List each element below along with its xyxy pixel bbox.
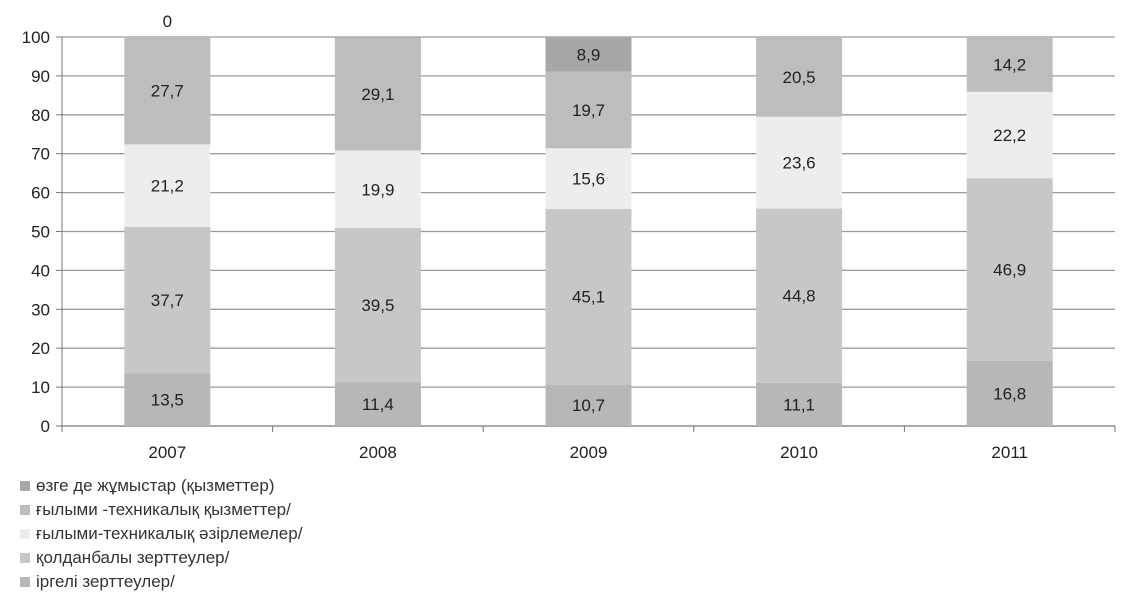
bar-segment xyxy=(124,373,211,426)
x-tick-label: 2007 xyxy=(148,443,186,462)
legend-swatch xyxy=(20,553,30,563)
legend-item: іргелі зерттеулер/ xyxy=(20,570,302,594)
legend-swatch xyxy=(20,577,30,587)
bar-segment xyxy=(756,208,843,383)
y-tick-label: 50 xyxy=(31,223,50,242)
bar-segment xyxy=(334,150,421,228)
legend-item: өзге де жұмыстар (қызметтер) xyxy=(20,474,302,498)
legend-label: іргелі зерттеулер/ xyxy=(36,572,175,591)
data-label: 15,6 xyxy=(572,170,605,189)
data-label: 0 xyxy=(163,12,172,31)
data-label: 13,5 xyxy=(151,391,184,410)
bar-segment xyxy=(124,226,211,374)
x-tick-label: 2010 xyxy=(780,443,818,462)
bars xyxy=(124,37,1053,426)
data-label: 39,5 xyxy=(361,296,394,315)
legend-label: ғылыми -техникалық қызметтер/ xyxy=(36,500,291,519)
bar-segment xyxy=(545,148,632,209)
legend-label: өзге де жұмыстар (қызметтер) xyxy=(36,476,275,495)
x-tick-label: 2011 xyxy=(991,443,1028,462)
data-label: 14,2 xyxy=(993,55,1026,74)
y-tick-label: 40 xyxy=(31,261,50,280)
legend-label: қолданбалы зерттеулер/ xyxy=(36,548,230,567)
data-label: 19,7 xyxy=(572,101,605,120)
data-label: 27,7 xyxy=(151,82,184,101)
y-tick-label: 60 xyxy=(31,184,50,203)
legend-item: ғылыми -техникалық қызметтер/ xyxy=(20,498,302,522)
y-tick-label: 30 xyxy=(31,300,50,319)
y-tick-label: 90 xyxy=(31,67,50,86)
data-label: 23,6 xyxy=(783,154,816,173)
data-label: 20,5 xyxy=(783,68,816,87)
y-tick-label: 70 xyxy=(31,145,50,164)
bar-segment xyxy=(966,178,1053,361)
x-tick-label: 2008 xyxy=(359,443,397,462)
bar-segment xyxy=(545,208,632,385)
bar-segment xyxy=(334,37,421,151)
bar-segment xyxy=(334,227,421,382)
stacked-bar-chart: 13,5 37,7 21,2 27,7 0 11,4 39,5 19,9 29,1 10,7 45,… xyxy=(22,12,1116,462)
data-label: 46,9 xyxy=(993,260,1026,279)
data-labels: 13,5 37,7 21,2 27,7 0 11,4 39,5 19,9 29,1 10,7 45,… xyxy=(151,12,1026,415)
bar-segment xyxy=(756,116,843,209)
data-label: 44,8 xyxy=(783,287,816,306)
data-label: 8,9 xyxy=(577,45,601,64)
data-label: 37,7 xyxy=(151,291,184,310)
legend-swatch xyxy=(20,529,30,539)
bar-segment xyxy=(545,71,632,149)
data-label: 10,7 xyxy=(572,396,605,415)
x-tick-label: 2009 xyxy=(570,443,608,462)
bar-segment xyxy=(966,37,1053,92)
y-tick-label: 100 xyxy=(22,28,50,47)
bar-segment xyxy=(334,381,421,426)
y-tick-label: 80 xyxy=(31,106,50,125)
legend-swatch xyxy=(20,481,30,491)
data-label: 21,2 xyxy=(151,177,184,196)
bar-segment xyxy=(756,382,843,426)
bar-segment xyxy=(124,37,211,145)
data-label: 22,2 xyxy=(993,126,1026,145)
x-axis: 2007 2008 2009 2010 2011 xyxy=(61,426,1116,462)
bar-segment xyxy=(545,384,632,426)
bar-segment xyxy=(966,360,1053,426)
legend-item: қолданбалы зерттеулер/ xyxy=(20,546,302,570)
data-label: 16,8 xyxy=(993,384,1026,403)
legend-swatch xyxy=(20,505,30,515)
legend: өзге де жұмыстар (қызметтер) ғылыми -техн… xyxy=(20,474,302,594)
data-label: 45,1 xyxy=(572,288,605,307)
y-axis: 0 10 20 30 40 50 60 70 80 90 100 xyxy=(22,28,63,436)
y-tick-label: 0 xyxy=(41,417,50,436)
data-label: 11,4 xyxy=(362,395,394,414)
bar-segment xyxy=(124,144,211,227)
bar-segment xyxy=(545,37,632,72)
legend-label: ғылыми-техникалық әзірлемелер/ xyxy=(36,524,303,543)
y-tick-label: 10 xyxy=(31,378,50,397)
data-label: 19,9 xyxy=(361,180,394,199)
bar-segment xyxy=(966,91,1053,179)
bar-segment xyxy=(756,37,843,117)
legend-item: ғылыми-техникалық әзірлемелер/ xyxy=(20,522,302,546)
y-tick-label: 20 xyxy=(31,339,50,358)
data-label: 11,1 xyxy=(783,395,815,414)
data-label: 29,1 xyxy=(361,85,394,104)
